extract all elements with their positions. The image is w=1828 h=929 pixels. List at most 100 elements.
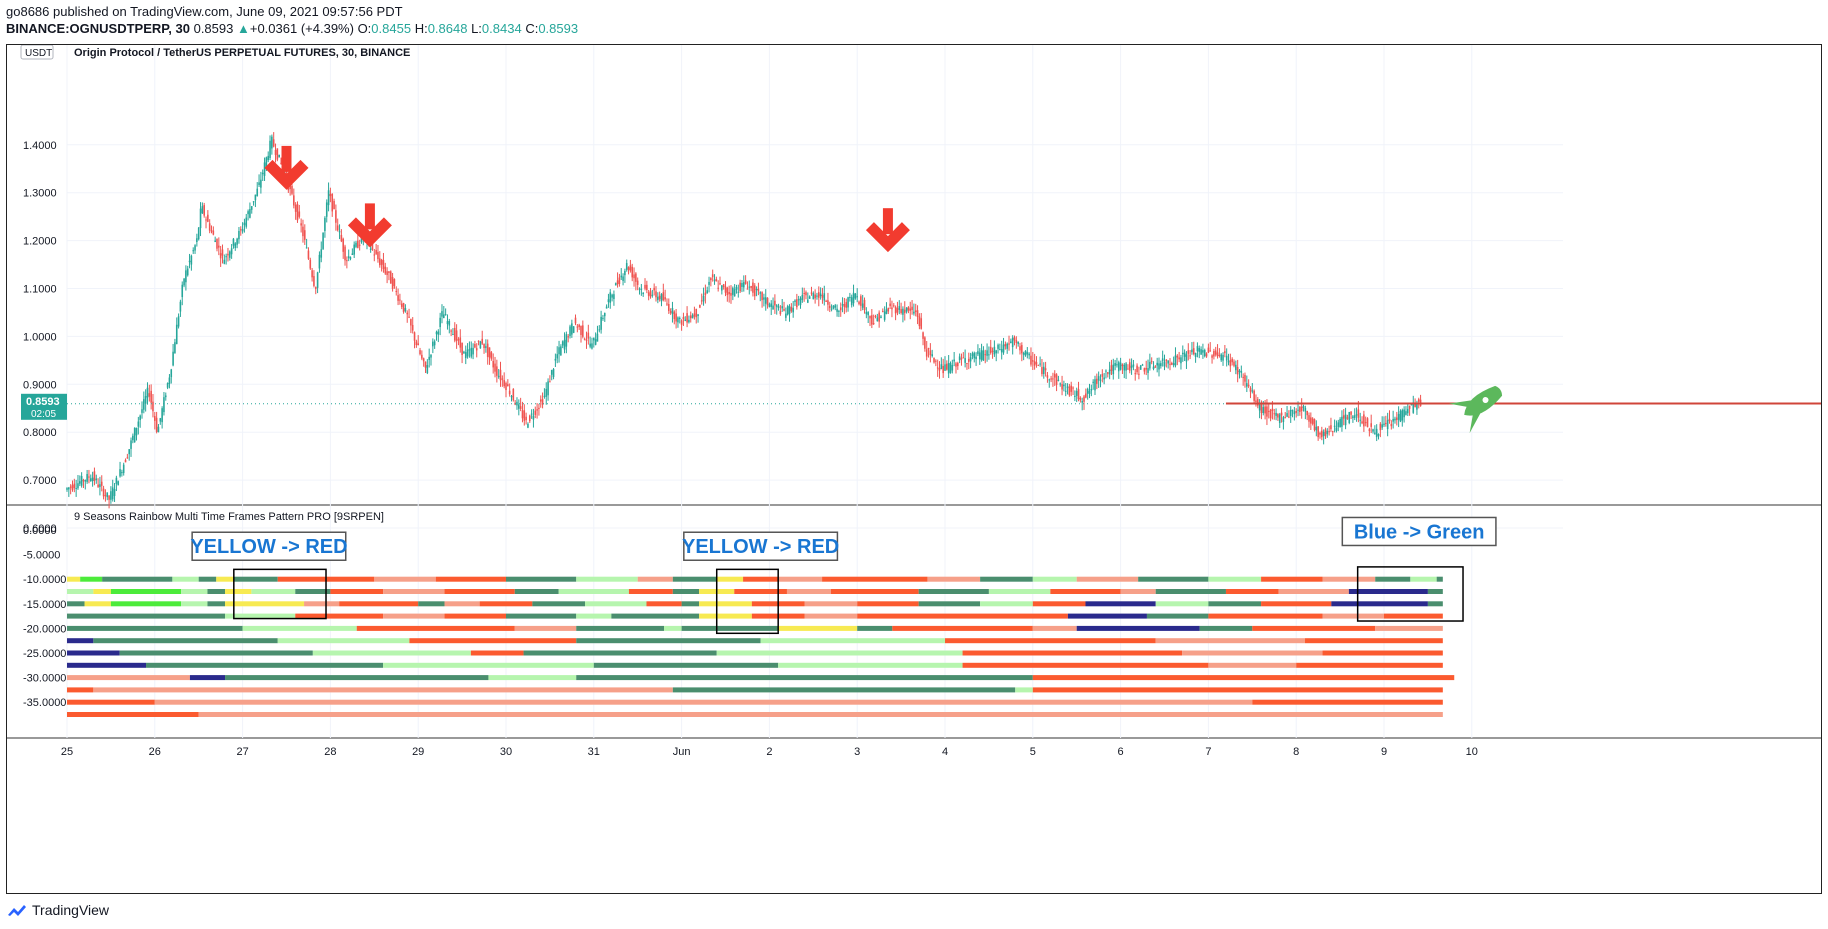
candle-body: [1172, 363, 1175, 366]
heatmap-cell: [1304, 638, 1443, 644]
candle-body: [554, 358, 557, 361]
candle-body: [254, 194, 257, 201]
heatmap-cell: [242, 625, 357, 631]
candle-body: [205, 219, 207, 221]
candle-body: [660, 294, 663, 302]
candle-body: [406, 312, 409, 315]
heatmap-cell: [646, 601, 682, 607]
candle-body: [73, 483, 76, 488]
candle-body: [410, 319, 412, 326]
candle-body: [711, 274, 714, 278]
candle-body: [1121, 364, 1124, 367]
candle-body: [1158, 363, 1160, 370]
candle-body: [1004, 343, 1007, 347]
chart-canvas[interactable]: 1.4000 1.3000 1.2000 1.1000 1.0000 0.9000 0.80…: [7, 45, 1821, 893]
candle-body: [781, 306, 784, 309]
candle-body: [1251, 390, 1254, 392]
candle-body: [216, 239, 218, 249]
candle-body: [558, 347, 560, 355]
candle-body: [148, 393, 151, 397]
time-x-tick: 27: [236, 746, 248, 758]
heatmap-cell: [295, 613, 384, 619]
candle-body: [426, 365, 429, 374]
indicator-y-tick: -20.0000: [23, 623, 66, 635]
candle-body: [1235, 364, 1237, 371]
candle-body: [1390, 423, 1393, 427]
highlight-box: [1356, 566, 1464, 622]
candle-body: [483, 343, 485, 349]
candle-body: [1214, 350, 1217, 355]
candle-body: [1313, 419, 1316, 431]
candle-body: [955, 363, 957, 367]
candle-body: [186, 268, 189, 276]
heatmap-cell: [1182, 650, 1323, 656]
candle-body: [486, 343, 489, 357]
candle-body: [819, 293, 822, 297]
candle-body: [816, 295, 818, 297]
heatmap-cell: [980, 601, 1033, 607]
candle-body: [1171, 363, 1173, 365]
heatmap-cell: [1085, 601, 1156, 607]
heatmap-cell: [514, 625, 577, 631]
candle-body: [1041, 367, 1043, 375]
candle-body: [1211, 355, 1213, 358]
candle-body: [519, 406, 522, 409]
candle-body: [260, 179, 262, 188]
candle-body: [133, 427, 136, 443]
candle-body: [1405, 411, 1407, 415]
candle-body: [97, 484, 99, 487]
candle-body: [135, 427, 138, 436]
candle-body: [609, 292, 612, 303]
candle-body: [1096, 378, 1098, 384]
candle-body: [316, 272, 319, 288]
candle-body: [969, 357, 972, 362]
candle-body: [574, 317, 577, 324]
candle-body: [199, 208, 202, 229]
heatmap-cell: [80, 576, 103, 582]
heatmap-cell: [1199, 625, 1253, 631]
candle-body: [1094, 379, 1096, 391]
heatmap-cell: [67, 712, 199, 717]
candle-body: [371, 242, 374, 250]
candle-body: [777, 306, 780, 308]
candle-body: [375, 249, 377, 254]
candle-body: [817, 292, 820, 298]
candle-body: [1341, 416, 1343, 427]
candle-body: [779, 311, 782, 315]
candle-body: [422, 358, 425, 362]
candle-body: [635, 273, 637, 282]
candle-body: [172, 351, 174, 366]
candle-body: [1200, 349, 1202, 355]
candle-body: [66, 488, 68, 490]
candle-body: [335, 210, 337, 223]
candle-body: [883, 311, 886, 320]
candle-body: [384, 266, 387, 274]
heatmap-cell: [585, 601, 647, 607]
candle-body: [1191, 349, 1193, 353]
candle-body: [1306, 410, 1308, 416]
heatmap-cell: [67, 576, 81, 582]
candle-body: [1330, 425, 1332, 430]
candle-body: [521, 410, 524, 419]
candle-body: [1002, 344, 1005, 353]
candle-body: [510, 396, 513, 398]
candle-body: [695, 308, 698, 318]
heatmap-cell: [1252, 625, 1376, 631]
candle-body: [821, 295, 824, 298]
candle-body: [318, 254, 321, 269]
candle-body: [139, 415, 141, 421]
candle-body: [342, 238, 345, 252]
candle-body: [689, 315, 692, 319]
candle-body: [464, 352, 467, 359]
candle-body: [978, 352, 981, 360]
heatmap-cell: [523, 650, 717, 656]
heatmap-cell: [1138, 576, 1209, 582]
candle-body: [1297, 409, 1299, 411]
candle-body: [439, 317, 441, 328]
candle-body: [706, 290, 709, 294]
candle-body: [1401, 410, 1404, 421]
candle-body: [1198, 348, 1201, 352]
candle-body: [803, 293, 805, 295]
time-x-tick: 7: [1205, 746, 1211, 758]
candle-body: [903, 309, 906, 314]
